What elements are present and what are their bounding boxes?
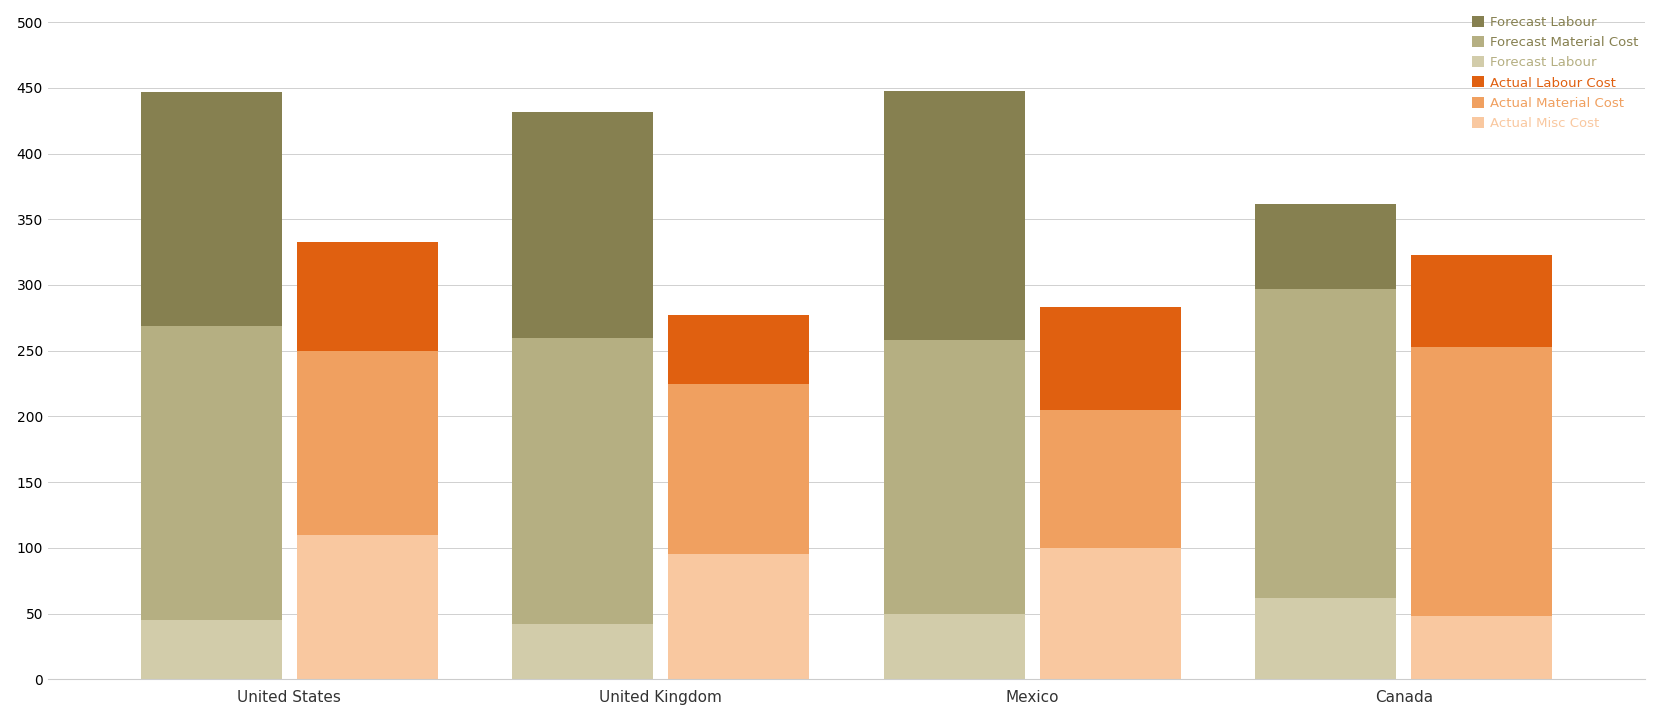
Bar (884, 614, 1025, 679)
Bar (141, 620, 283, 679)
Bar (1411, 347, 1552, 616)
Bar (141, 92, 283, 326)
Bar (884, 90, 1025, 340)
Bar (1040, 308, 1182, 410)
Legend: Forecast Labour, Forecast Material Cost, Forecast Labour, Actual Labour Cost, Ac: Forecast Labour, Forecast Material Cost,… (1473, 16, 1639, 130)
Bar (884, 340, 1025, 614)
Bar (668, 554, 809, 679)
Bar (1040, 410, 1182, 548)
Bar (512, 624, 653, 679)
Bar (1411, 616, 1552, 679)
Bar (297, 535, 439, 679)
Bar (141, 326, 283, 620)
Bar (668, 383, 809, 554)
Bar (297, 242, 439, 351)
Bar (668, 316, 809, 383)
Bar (1255, 598, 1396, 679)
Bar (1255, 289, 1396, 598)
Bar (512, 338, 653, 624)
Bar (512, 111, 653, 338)
Bar (1040, 548, 1182, 679)
Bar (297, 351, 439, 535)
Bar (1255, 204, 1396, 289)
Bar (1411, 255, 1552, 347)
